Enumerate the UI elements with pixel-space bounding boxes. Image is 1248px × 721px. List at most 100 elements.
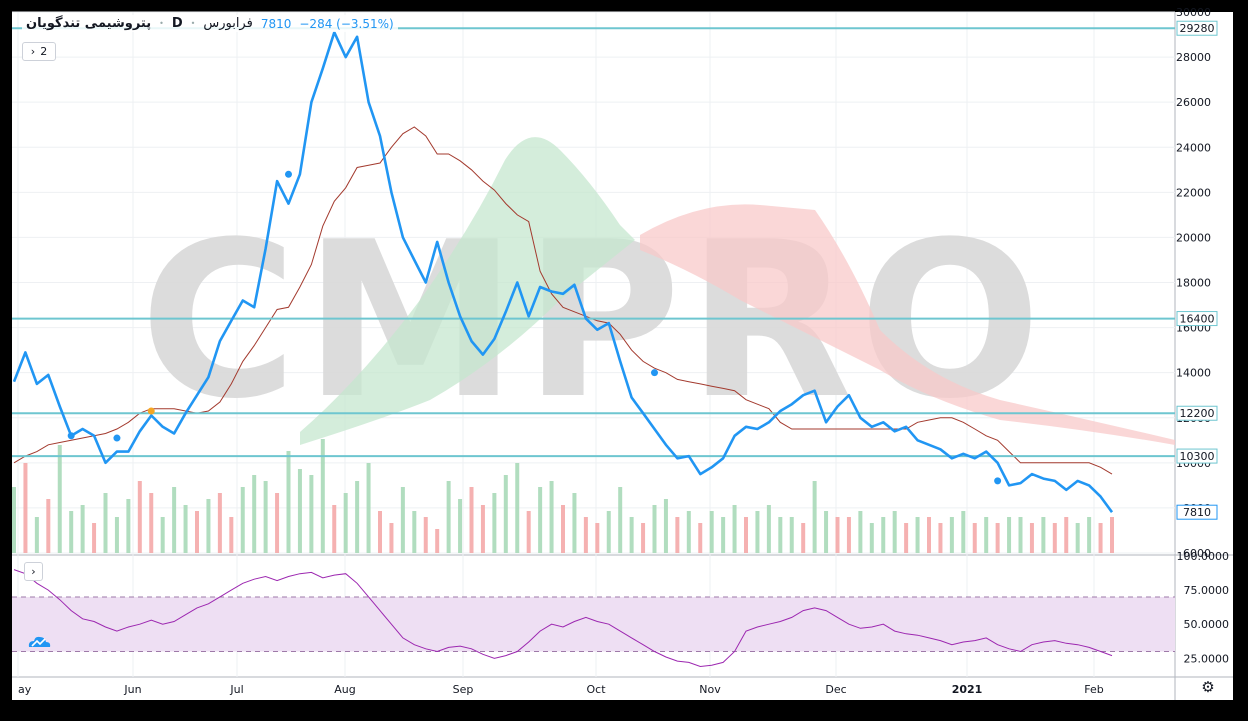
volume-bar bbox=[801, 523, 806, 553]
volume-bar bbox=[229, 517, 234, 553]
volume-bar bbox=[46, 499, 51, 553]
volume-bar bbox=[275, 493, 280, 553]
gear-icon[interactable]: ⚙ bbox=[1201, 678, 1215, 696]
volume-bar bbox=[904, 523, 909, 553]
y-tick-label: 20000 bbox=[1176, 231, 1211, 244]
volume-bar bbox=[629, 517, 634, 553]
volume-bar bbox=[744, 517, 748, 553]
volume-bar bbox=[984, 517, 989, 553]
volume-bar bbox=[480, 505, 485, 553]
symbol-name[interactable]: پتروشیمی تندگویان bbox=[26, 16, 152, 31]
volume-bar bbox=[595, 523, 600, 553]
volume-bar bbox=[332, 505, 337, 553]
price-badge bbox=[1176, 405, 1218, 421]
separator-dot: • bbox=[159, 19, 164, 28]
close-price-series-line bbox=[12, 30, 1114, 513]
interval-label[interactable]: D bbox=[171, 16, 183, 31]
signal-marker bbox=[67, 432, 75, 440]
x-tick-label: Jul bbox=[229, 683, 243, 696]
volume-bar bbox=[949, 517, 954, 553]
symbol-legend[interactable]: پتروشیمی تندگویان • D • فرابورس 7810 −28… bbox=[22, 15, 398, 32]
volume-bar bbox=[1018, 517, 1023, 553]
chevron-right-icon: › bbox=[31, 565, 36, 578]
volume-bar bbox=[835, 517, 840, 553]
volume-bar bbox=[869, 523, 874, 553]
volume-bar bbox=[938, 523, 943, 553]
y-tick-label: 6000 bbox=[1183, 547, 1211, 560]
volume-bar bbox=[126, 499, 131, 553]
volume-bar bbox=[195, 511, 199, 553]
chevron-right-icon: › bbox=[30, 45, 36, 58]
price-badge bbox=[1176, 20, 1218, 36]
y-tick-label: 22000 bbox=[1176, 186, 1211, 199]
volume-bar bbox=[663, 499, 668, 553]
price-badge-label: 7810 bbox=[1183, 506, 1211, 519]
volume-bar bbox=[606, 511, 611, 553]
volume-bar bbox=[217, 493, 222, 553]
volume-bar bbox=[492, 493, 497, 553]
x-tick-label: Jun bbox=[123, 683, 141, 696]
x-tick-label: Sep bbox=[453, 683, 474, 696]
tradingview-logo-icon[interactable] bbox=[26, 632, 52, 652]
volume-bar bbox=[881, 517, 886, 553]
volume-bar bbox=[583, 517, 588, 553]
volume-bar bbox=[789, 517, 794, 553]
volume-bar bbox=[721, 517, 726, 553]
volume-bar bbox=[57, 445, 62, 553]
volume-bar bbox=[446, 481, 451, 553]
volume-bar bbox=[12, 487, 16, 553]
rsi-tick-label: 100.0000 bbox=[1177, 550, 1230, 563]
volume-bar bbox=[366, 463, 371, 553]
volume-bar bbox=[1029, 523, 1034, 553]
rsi-tick-label: 25.0000 bbox=[1184, 652, 1230, 665]
volume-bar bbox=[69, 511, 74, 553]
y-tick-label: 24000 bbox=[1176, 141, 1211, 154]
price-badge-label: 12200 bbox=[1180, 407, 1215, 420]
volume-bar bbox=[572, 493, 577, 553]
cloud-bearish bbox=[640, 204, 1175, 445]
rsi-band bbox=[12, 596, 1175, 652]
volume-bar bbox=[1098, 523, 1103, 553]
volume-bar bbox=[892, 511, 897, 553]
volume-bar bbox=[297, 469, 302, 553]
volume-bar bbox=[515, 463, 520, 553]
x-tick-label: Feb bbox=[1084, 683, 1103, 696]
volume-bar bbox=[80, 505, 85, 553]
volume-bar bbox=[343, 493, 348, 553]
exchange-label: فرابورس bbox=[203, 16, 253, 31]
volume-bar bbox=[137, 481, 142, 553]
signal-marker bbox=[994, 477, 1002, 485]
volume-bar bbox=[972, 523, 977, 553]
y-tick-label: 30000 bbox=[1176, 6, 1211, 19]
volume-bar bbox=[812, 481, 817, 553]
volume-bar bbox=[92, 523, 97, 553]
volume-bar bbox=[915, 517, 920, 553]
volume-bar bbox=[549, 481, 554, 553]
signal-marker bbox=[147, 407, 155, 415]
volume-bar bbox=[355, 481, 360, 553]
volume-bar bbox=[1007, 517, 1012, 553]
volume-bar bbox=[824, 511, 829, 553]
volume-bar bbox=[618, 487, 623, 553]
rsi-legend-toggle[interactable]: › bbox=[24, 562, 43, 581]
rsi-tick-label: 50.0000 bbox=[1184, 618, 1230, 631]
price-change: −284 (−3.51%) bbox=[299, 16, 394, 31]
volume-bar bbox=[561, 505, 565, 553]
volume-bar bbox=[1052, 523, 1057, 553]
x-tick-label: Nov bbox=[699, 683, 721, 696]
volume-bar bbox=[252, 475, 257, 553]
volume-bar bbox=[378, 511, 382, 553]
indicator-legend-toggle[interactable]: › 2 bbox=[22, 42, 56, 61]
volume-bar bbox=[172, 487, 177, 553]
price-badge-label: 10300 bbox=[1180, 450, 1215, 463]
volume-bar bbox=[766, 505, 771, 553]
volume-bar bbox=[686, 511, 691, 553]
volume-bar bbox=[641, 523, 646, 553]
volume-bar bbox=[503, 475, 508, 553]
volume-bar bbox=[1087, 517, 1092, 553]
rsi-series-line bbox=[13, 569, 1113, 668]
rsi-tick-label: 75.0000 bbox=[1184, 584, 1230, 597]
y-tick-label: 14000 bbox=[1176, 367, 1211, 380]
